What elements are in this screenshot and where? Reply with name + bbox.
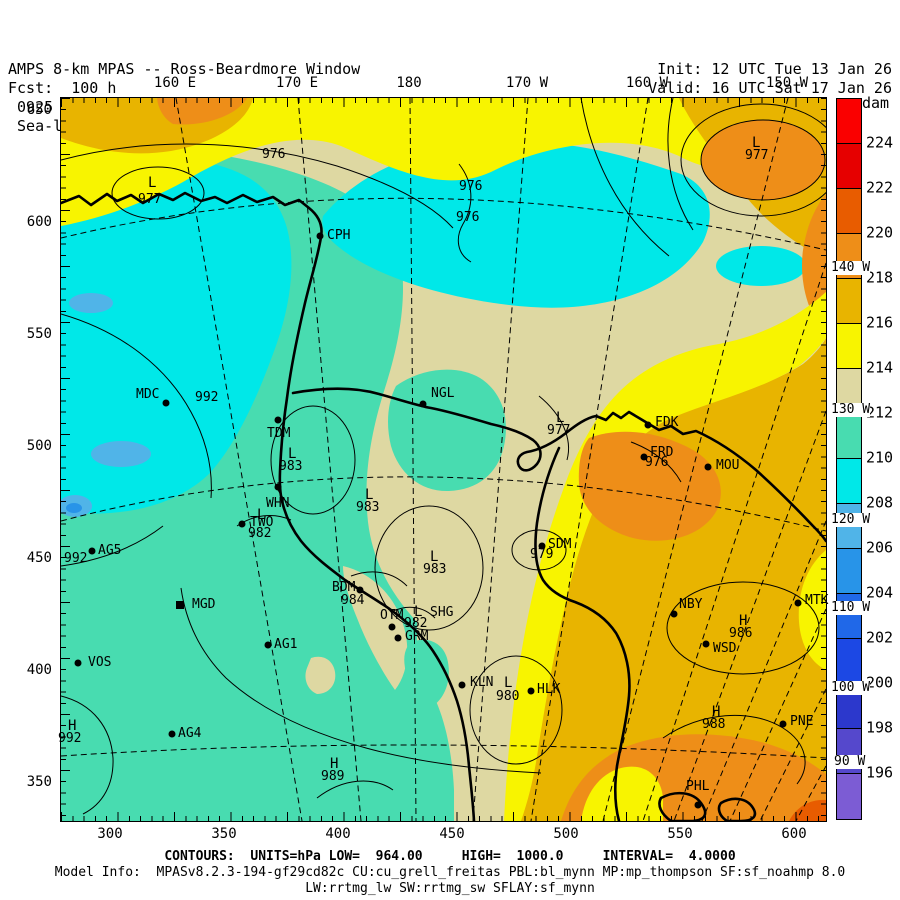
grid-y-tick-label: 400 [26,662,52,678]
grid-x-tick-label: 400 [325,826,351,842]
grid-x-tick-label: 500 [553,826,579,842]
colorbar-tick-label: 206 [866,538,894,557]
grid-x-tick-label: 450 [439,826,465,842]
colorbar-tick-label: 204 [866,583,894,602]
map-canvas [61,98,826,821]
footer-line: Model Info: MPASv8.2.3-194-gf29cd82c CU:… [54,865,846,880]
colorbar-tick-label: 210 [866,448,894,467]
grid-y-tick-label: 350 [26,774,52,790]
colorbar-tick-label: 202 [866,628,894,647]
thickness-fill-layer [61,98,826,821]
colorbar-segment [837,504,861,549]
colorbar-segment [837,549,861,594]
grid-x-tick-label: 300 [97,826,123,842]
colorbar-tick-label: 218 [866,268,894,287]
thickness-colorbar [836,98,862,820]
grid-x-tick-label: 600 [781,826,807,842]
grid-y-tick-label: 550 [26,326,52,342]
init-valid-line: Valid: 16 UTC Sat 17 Jan 26 [648,79,892,97]
grid-y-tick-label: 500 [26,438,52,454]
longitude-tick-label: 180 [396,75,422,91]
colorbar-segment [837,324,861,369]
colorbar-unit-label: dam [862,94,890,112]
colorbar-tick-label: 214 [866,358,894,377]
colorbar-segment [837,189,861,234]
colorbar-tick-label: 198 [866,718,894,737]
colorbar-segment [837,729,861,774]
header-line: AMPS 8-km MPAS -- Ross-Beardmore Window [8,60,361,78]
colorbar-segment [837,279,861,324]
colorbar-segment [837,99,861,144]
header-line: Fcst: 100 h [8,79,117,97]
grid-x-tick-label: 550 [667,826,693,842]
colorbar-segment [837,459,861,504]
colorbar-segment [837,369,861,414]
colorbar-segment [837,684,861,729]
footer-line: CONTOURS: UNITS=hPa LOW= 964.00 HIGH= 10… [164,849,736,864]
colorbar-segment [837,234,861,279]
map-frame [60,97,827,822]
colorbar-tick-label: 224 [866,133,894,152]
colorbar-tick-label: 208 [866,493,894,512]
colorbar-tick-label: 220 [866,223,894,242]
colorbar-segment [837,414,861,459]
colorbar-tick-label: 222 [866,178,894,197]
grid-y-tick-label: 600 [26,214,52,230]
colorbar-tick-label: 200 [866,673,894,692]
footer-line: LW:rrtmg_lw SW:rrtmg_sw SFLAY:sf_mynn [305,881,595,896]
grid-x-tick-label: 350 [211,826,237,842]
colorbar-tick-label: 216 [866,313,894,332]
longitude-tick-label: 170 W [505,75,549,91]
colorbar-segment [837,594,861,639]
footer-info: CONTOURS: UNITS=hPa LOW= 964.00 HIGH= 10… [0,849,900,897]
colorbar-segment [837,639,861,684]
colorbar-segment [837,774,861,819]
colorbar-segment [837,144,861,189]
colorbar-tick-label: 196 [866,763,894,782]
grid-y-tick-label: 450 [26,550,52,566]
colorbar-tick-label: 212 [866,403,894,422]
graticule [61,98,826,821]
init-valid-line: Init: 12 UTC Tue 13 Jan 26 [657,60,892,78]
header-right: Init: 12 UTC Tue 13 Jan 26 Valid: 16 UTC … [648,3,892,98]
